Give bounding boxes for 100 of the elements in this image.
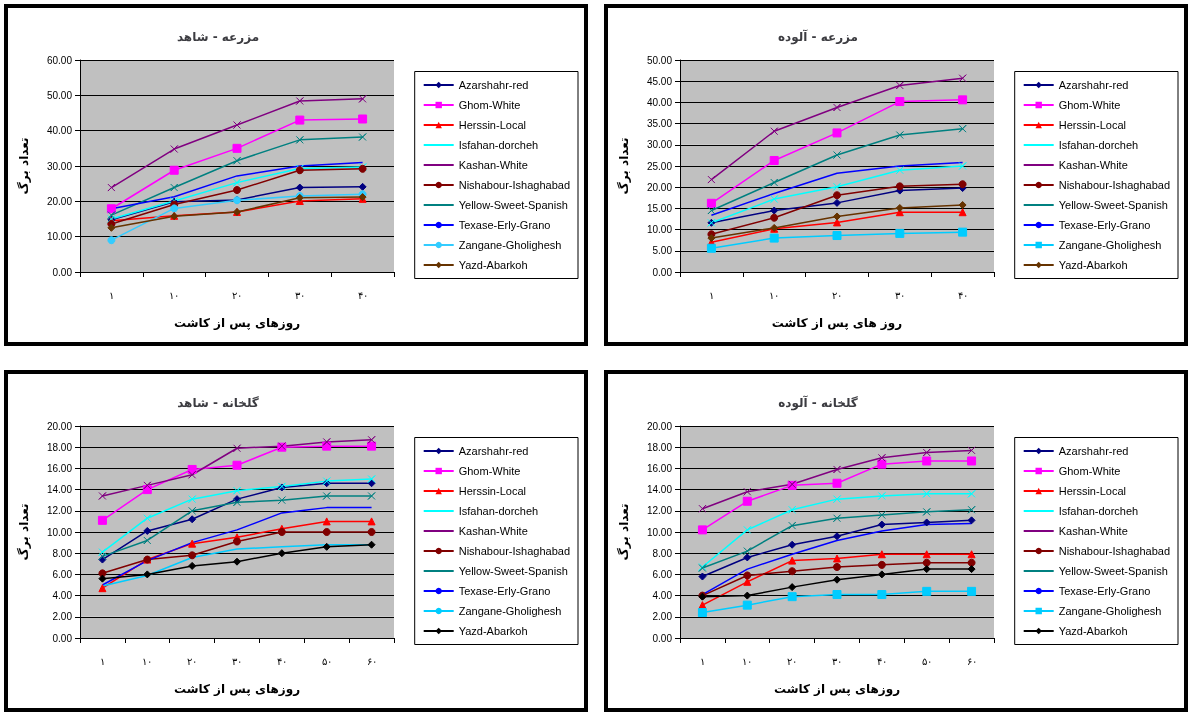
legend-label: Zangane-Gholighesh bbox=[458, 605, 562, 617]
y-tick-label: 20.00 bbox=[646, 181, 673, 193]
legend-label: Kashan-White bbox=[1058, 159, 1128, 171]
y-tick-label: 20.00 bbox=[46, 195, 73, 207]
y-tick-label: 8.00 bbox=[52, 547, 73, 559]
legend-label: Herssin-Local bbox=[458, 119, 526, 131]
x-tick-label: ۵۰ bbox=[921, 655, 932, 667]
legend-label: Texase-Erly-Grano bbox=[458, 585, 551, 597]
legend-label: Yellow-Sweet-Spanish bbox=[1058, 199, 1168, 211]
y-tick-label: 60.00 bbox=[46, 54, 73, 66]
x-tick-label: ۲۰ bbox=[787, 655, 798, 667]
legend-label: Yellow-Sweet-Spanish bbox=[458, 565, 568, 577]
y-tick-label: 40.00 bbox=[646, 96, 673, 108]
y-tick-label: 25.00 bbox=[646, 160, 673, 172]
y-tick-label: 18.00 bbox=[646, 441, 673, 453]
legend-label: Nishabour-Ishaghabad bbox=[458, 545, 571, 557]
x-tick-label: ۱ bbox=[99, 655, 105, 667]
y-axis-title: تعداد برگ bbox=[616, 137, 631, 195]
legend-label: Isfahan-dorcheh bbox=[458, 505, 539, 517]
y-tick-label: 30.00 bbox=[646, 139, 673, 151]
x-tick-label: ۱ bbox=[699, 655, 705, 667]
x-tick-label: ۴۰ bbox=[276, 655, 287, 667]
y-tick-label: 2.00 bbox=[652, 611, 673, 623]
y-tick-label: 16.00 bbox=[646, 462, 673, 474]
legend-label: Azarshahr-red bbox=[458, 445, 529, 457]
y-tick-label: 10.00 bbox=[46, 526, 73, 538]
legend-label: Herssin-Local bbox=[1058, 485, 1126, 497]
legend-label: Texase-Erly-Grano bbox=[458, 219, 551, 231]
legend-label: Azarshahr-red bbox=[458, 79, 529, 91]
x-tick-label: ۳۰ bbox=[894, 289, 905, 301]
legend-label: Yazd-Abarkoh bbox=[1058, 259, 1128, 271]
chart-title: مزرعه - شاهد bbox=[176, 30, 260, 44]
x-axis-title: روز های پس از کاشت bbox=[771, 316, 903, 331]
legend-label: Zangane-Gholighesh bbox=[1058, 605, 1162, 617]
y-tick-label: 12.00 bbox=[46, 505, 73, 517]
y-tick-label: 45.00 bbox=[646, 75, 673, 87]
x-axis-title: روزهای پس از کاشت bbox=[773, 682, 901, 697]
legend-label: Kashan-White bbox=[1058, 525, 1128, 537]
x-tick-label: ۶۰ bbox=[366, 655, 377, 667]
x-tick-label: ۱۰ bbox=[769, 289, 780, 301]
y-tick-label: 10.00 bbox=[646, 224, 673, 236]
legend-label: Nishabour-Ishaghabad bbox=[1058, 545, 1171, 557]
x-tick-label: ۲۰ bbox=[232, 289, 242, 301]
legend-label: Herssin-Local bbox=[1058, 119, 1126, 131]
y-tick-label: 18.00 bbox=[46, 441, 73, 453]
x-axis-title: روزهای پس از کاشت bbox=[173, 682, 301, 697]
y-tick-label: 0.00 bbox=[52, 266, 73, 278]
y-axis-title: تعداد برگ bbox=[16, 137, 31, 195]
y-tick-label: 30.00 bbox=[46, 160, 73, 172]
legend-label: Kashan-White bbox=[458, 525, 528, 537]
legend-label: Ghom-White bbox=[458, 465, 521, 477]
y-tick-label: 2.00 bbox=[52, 611, 73, 623]
legend-label: Ghom-White bbox=[1058, 465, 1121, 477]
legend-label: Isfahan-dorcheh bbox=[1058, 139, 1139, 151]
y-tick-label: 20.00 bbox=[646, 420, 673, 432]
legend-label: Yazd-Abarkoh bbox=[458, 625, 528, 637]
y-tick-label: 4.00 bbox=[652, 590, 673, 602]
y-tick-label: 5.00 bbox=[652, 245, 673, 257]
y-tick-label: 6.00 bbox=[52, 568, 73, 580]
legend-label: Nishabour-Ishaghabad bbox=[1058, 179, 1171, 191]
legend-label: Azarshahr-red bbox=[1058, 445, 1129, 457]
y-tick-label: 4.00 bbox=[52, 590, 73, 602]
legend-label: Yellow-Sweet-Spanish bbox=[1058, 565, 1168, 577]
y-tick-label: 40.00 bbox=[46, 125, 73, 137]
x-axis-title: روزهای پس از کاشت bbox=[173, 316, 301, 331]
x-tick-label: ۵۰ bbox=[321, 655, 332, 667]
chart-title: مزرعه - آلوده bbox=[778, 29, 858, 45]
x-tick-label: ۱ bbox=[108, 289, 114, 301]
y-tick-label: 6.00 bbox=[652, 568, 673, 580]
legend-label: Zangane-Gholighesh bbox=[1058, 239, 1162, 251]
y-tick-label: 14.00 bbox=[46, 484, 73, 496]
legend-label: Ghom-White bbox=[1058, 99, 1121, 111]
x-tick-label: ۱۰ bbox=[742, 655, 753, 667]
x-tick-label: ۱۰ bbox=[142, 655, 153, 667]
legend-label: Nishabour-Ishaghabad bbox=[458, 179, 571, 191]
y-tick-label: 15.00 bbox=[646, 202, 673, 214]
x-tick-label: ۶۰ bbox=[966, 655, 977, 667]
y-tick-label: 35.00 bbox=[646, 118, 673, 130]
x-tick-label: ۱۰ bbox=[169, 289, 180, 301]
legend-label: Yazd-Abarkoh bbox=[458, 259, 528, 271]
y-tick-label: 12.00 bbox=[646, 505, 673, 517]
y-tick-label: 16.00 bbox=[46, 462, 73, 474]
y-tick-label: 0.00 bbox=[652, 266, 673, 278]
y-tick-label: 50.00 bbox=[646, 54, 673, 66]
x-tick-label: ۳۰ bbox=[294, 289, 305, 301]
chart-title: گلخانه - شاهد bbox=[177, 396, 259, 410]
legend-label: Texase-Erly-Grano bbox=[1058, 219, 1151, 231]
legend-label: Yellow-Sweet-Spanish bbox=[458, 199, 568, 211]
x-tick-label: ۲۰ bbox=[187, 655, 198, 667]
x-tick-label: ۴۰ bbox=[876, 655, 887, 667]
y-tick-label: 8.00 bbox=[652, 547, 673, 559]
legend-label: Yazd-Abarkoh bbox=[1058, 625, 1128, 637]
x-tick-label: ۳۰ bbox=[832, 655, 842, 667]
x-tick-label: ۴۰ bbox=[957, 289, 968, 301]
x-tick-label: ۱ bbox=[708, 289, 714, 301]
legend-label: Ghom-White bbox=[458, 99, 521, 111]
x-tick-label: ۲۰ bbox=[832, 289, 842, 301]
legend-label: Herssin-Local bbox=[458, 485, 526, 497]
y-tick-label: 0.00 bbox=[52, 632, 73, 644]
y-tick-label: 10.00 bbox=[646, 526, 673, 538]
